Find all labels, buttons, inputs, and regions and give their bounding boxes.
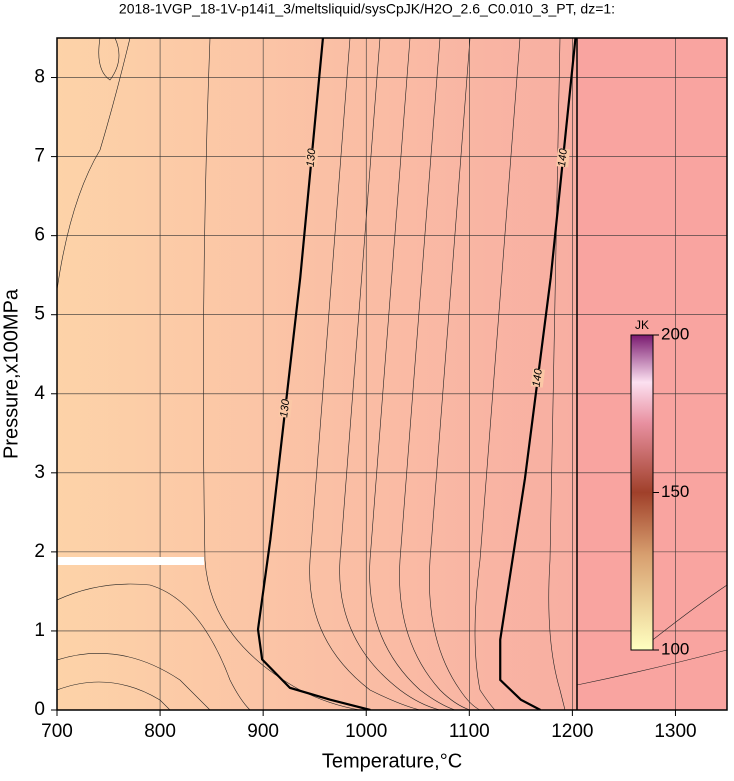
y-tick-label: 1 — [34, 620, 45, 641]
thin-contour — [57, 653, 211, 710]
y-tick-label: 3 — [34, 462, 45, 483]
thin-contour — [548, 38, 566, 710]
contour-label-bg — [530, 368, 545, 388]
y-tick-label: 0 — [34, 699, 45, 720]
y-tick-label: 2 — [34, 541, 45, 562]
colorbar-tick-label: 100 — [661, 639, 689, 658]
x-axis-label: Temperature,°C — [322, 750, 462, 772]
thin-contour — [98, 38, 120, 81]
y-tick-label: 8 — [34, 67, 45, 88]
x-tick-label: 700 — [41, 721, 73, 742]
contour-line — [256, 38, 371, 710]
contour-label: 130 — [305, 147, 319, 167]
thin-contour — [57, 38, 131, 291]
thin-contour — [399, 38, 471, 710]
thin-contour — [309, 38, 421, 710]
thin-contour — [369, 38, 456, 710]
y-tick-label: 6 — [34, 225, 45, 246]
colorbar-tick-label: 200 — [661, 324, 689, 343]
thin-contour — [429, 38, 481, 710]
plot-background — [57, 38, 577, 710]
x-tick-label: 1300 — [654, 721, 696, 742]
thin-contour — [474, 38, 521, 710]
x-tick-label: 900 — [247, 721, 279, 742]
x-tick-label: 1000 — [345, 721, 387, 742]
colorbar-label: JK — [635, 318, 649, 332]
contour-label-bg — [556, 148, 571, 168]
y-tick-label: 4 — [34, 383, 45, 404]
contour-label: 140 — [556, 147, 570, 167]
thin-contour — [576, 649, 727, 686]
contour-label: 140 — [531, 367, 545, 388]
y-tick-label: 7 — [34, 146, 45, 167]
thin-contour — [57, 681, 171, 710]
colorbar — [630, 334, 654, 651]
colorbar-tick-label: 150 — [661, 482, 689, 501]
x-tick-label: 800 — [144, 721, 176, 742]
thin-contour — [339, 38, 441, 710]
data-gap — [57, 557, 204, 565]
contour-line — [499, 38, 577, 710]
contour-label-bg — [278, 398, 293, 419]
plot-frame — [56, 37, 728, 711]
chart-title: 2018-1VGP_18-1V-p14i1_3/meltsliquid/sysC… — [119, 1, 615, 17]
contour-label-bg — [304, 148, 319, 168]
contour-label: 130 — [278, 398, 292, 418]
x-tick-label: 1100 — [449, 721, 490, 742]
x-tick-label: 1200 — [551, 721, 593, 742]
thin-contour — [57, 583, 251, 710]
y-tick-label: 5 — [34, 304, 45, 325]
y-axis-label: Pressure,x100MPa — [0, 288, 22, 459]
